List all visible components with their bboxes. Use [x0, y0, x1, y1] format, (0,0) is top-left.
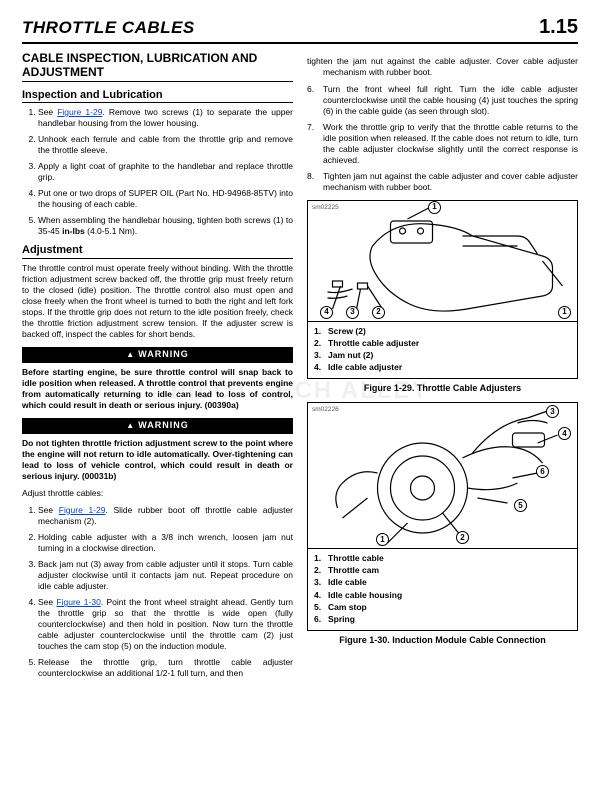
warning-bar: WARNING — [22, 418, 293, 434]
step: Release the throttle grip, turn throttle… — [38, 657, 293, 679]
left-column: CABLE INSPECTION, LUBRICATION AND ADJUST… — [22, 52, 293, 685]
legend-item: 5.Cam stop — [314, 602, 571, 613]
content-columns: CABLE INSPECTION, LUBRICATION AND ADJUST… — [22, 52, 578, 685]
figure-caption: Figure 1-30. Induction Module Cable Conn… — [307, 635, 578, 647]
page-number: 1.15 — [539, 14, 578, 40]
step: See Figure 1-29. Remove two screws (1) t… — [38, 107, 293, 129]
step: Back jam nut (3) away from cable adjuste… — [38, 559, 293, 592]
callout-3: 3 — [346, 306, 359, 319]
callout-2: 2 — [372, 306, 385, 319]
continuation-text: tighten the jam nut against the cable ad… — [323, 56, 578, 78]
figure-link[interactable]: Figure 1-29 — [57, 107, 102, 117]
legend-item: 3.Jam nut (2) — [314, 350, 571, 361]
legend-item: 2.Throttle cam — [314, 565, 571, 576]
inspection-steps: See Figure 1-29. Remove two screws (1) t… — [38, 107, 293, 237]
figure-1-29-diagram — [308, 201, 577, 321]
step: Apply a light coat of graphite to the ha… — [38, 161, 293, 183]
figure-1-29: sm02225 — [307, 200, 578, 379]
subheading-adjustment: Adjustment — [22, 243, 293, 258]
legend-item: 3.Idle cable — [314, 577, 571, 588]
adjust-lead: Adjust throttle cables: — [22, 488, 293, 499]
figure-link[interactable]: Figure 1-30 — [56, 597, 100, 607]
figure-code: sm02225 — [312, 204, 339, 212]
figure-caption: Figure 1-29. Throttle Cable Adjusters — [307, 383, 578, 395]
legend-item: 6.Spring — [314, 614, 571, 625]
figure-legend: 1.Screw (2) 2.Throttle cable adjuster 3.… — [308, 321, 577, 378]
section-heading: CABLE INSPECTION, LUBRICATION AND ADJUST… — [22, 52, 293, 82]
adjustment-paragraph: The throttle control must operate freely… — [22, 263, 293, 340]
warning-text: Before starting engine, be sure throttle… — [22, 367, 293, 411]
legend-item: 2.Throttle cable adjuster — [314, 338, 571, 349]
step: See Figure 1-29. Slide rubber boot off t… — [38, 505, 293, 527]
legend-item: 4.Idle cable housing — [314, 590, 571, 601]
callout-4: 4 — [320, 306, 333, 319]
subheading-inspection: Inspection and Lubrication — [22, 88, 293, 103]
adjust-steps: See Figure 1-29. Slide rubber boot off t… — [38, 505, 293, 680]
legend-item: 4.Idle cable adjuster — [314, 362, 571, 373]
legend-item: 1.Throttle cable — [314, 553, 571, 564]
legend-item: 1.Screw (2) — [314, 326, 571, 337]
step: When assembling the handlebar housing, t… — [38, 215, 293, 237]
step: Put one or two drops of SUPER OIL (Part … — [38, 188, 293, 210]
continued-steps: 6.Turn the front wheel full right. Turn … — [307, 84, 578, 193]
figure-code: sm02226 — [312, 406, 339, 414]
callout-1: 1 — [428, 201, 441, 214]
figure-link[interactable]: Figure 1-29 — [59, 505, 106, 515]
step: See Figure 1-30. Point the front wheel s… — [38, 597, 293, 652]
page-header: THROTTLE CABLES 1.15 — [22, 14, 578, 44]
warning-bar: WARNING — [22, 347, 293, 363]
step: Holding cable adjuster with a 3/8 inch w… — [38, 532, 293, 554]
step: 8.Tighten jam nut against the cable adju… — [307, 171, 578, 193]
step: 7.Work the throttle grip to verify that … — [307, 122, 578, 166]
right-column: tighten the jam nut against the cable ad… — [307, 52, 578, 685]
figure-legend: 1.Throttle cable 2.Throttle cam 3.Idle c… — [308, 548, 577, 629]
figure-1-30-diagram — [308, 403, 577, 548]
figure-1-30: sm02226 — [307, 402, 578, 630]
step: Unhook each ferrule and cable from the t… — [38, 134, 293, 156]
callout-1b: 1 — [558, 306, 571, 319]
step: 6.Turn the front wheel full right. Turn … — [307, 84, 578, 117]
warning-text: Do not tighten throttle friction adjustm… — [22, 438, 293, 482]
page-title: THROTTLE CABLES — [22, 17, 195, 39]
